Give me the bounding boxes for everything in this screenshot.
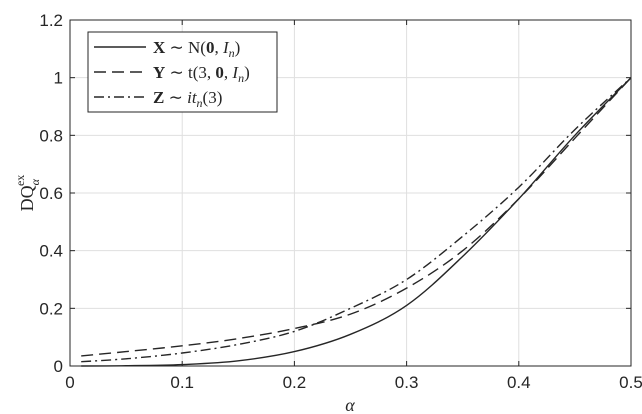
series-line-dashdot xyxy=(81,77,632,363)
y-axis-label-sup: ex xyxy=(13,175,27,186)
y-tick-label: 0.8 xyxy=(39,126,63,145)
x-tick-label: 0.2 xyxy=(283,373,307,392)
y-tick-label: 1 xyxy=(54,69,63,88)
y-tick-label: 0.2 xyxy=(39,299,63,318)
legend-entry-label: Y ∼ t(3, 0, In) xyxy=(153,63,250,85)
legend-entry-label: Z ∼ itn(3) xyxy=(153,88,222,110)
x-tick-label: 0.1 xyxy=(170,373,194,392)
axis-ticks: 0 0.1 0.2 0.3 0.4 0.5 0 0.2 0.4 0.6 0.8 1 1.2 xyxy=(39,11,642,392)
y-axis-label-main: DQ xyxy=(17,185,37,211)
x-tick-label: 0 xyxy=(65,373,74,392)
y-axis-label-sub: α xyxy=(28,178,42,185)
x-tick-label: 0.5 xyxy=(619,373,642,392)
series-line-dashed xyxy=(81,77,632,357)
svg-text:DQαex: DQαex xyxy=(13,175,42,212)
y-tick-label: 0 xyxy=(54,357,63,376)
y-tick-label: 0.4 xyxy=(39,242,63,261)
series-lines xyxy=(81,77,632,367)
series-line-solid xyxy=(81,77,632,367)
x-tick-label: 0.4 xyxy=(507,373,531,392)
y-tick-label: 1.2 xyxy=(39,11,63,30)
legend-entry-label: X ∼ N(0, In) xyxy=(153,38,240,60)
x-tick-label: 0.3 xyxy=(395,373,419,392)
y-axis-label: DQαex xyxy=(13,175,42,212)
x-axis-label: α xyxy=(345,395,355,414)
legend: X ∼ N(0, In) Y ∼ t(3, 0, In) Z ∼ itn(3) xyxy=(87,31,278,113)
y-tick-label: 0.6 xyxy=(39,184,63,203)
